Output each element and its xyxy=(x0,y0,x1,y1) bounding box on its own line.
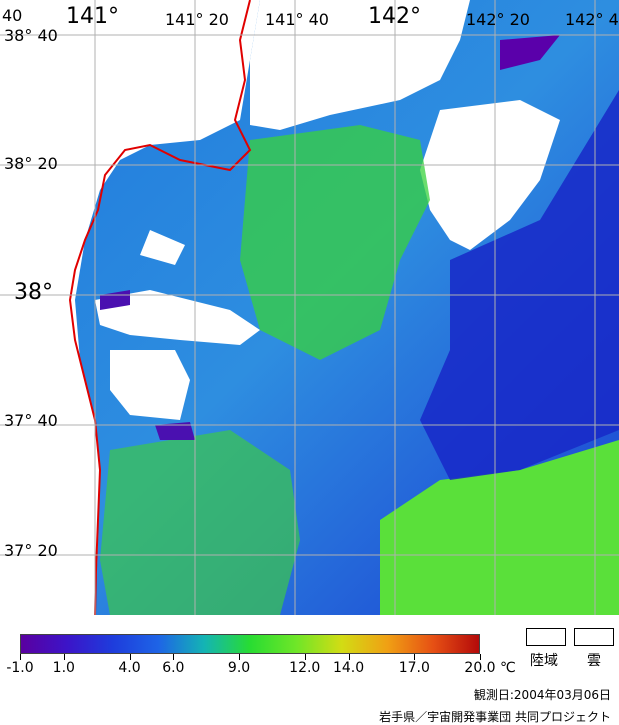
lat-label-38: 38° xyxy=(14,280,53,305)
colorbar-tick xyxy=(304,654,306,660)
lon-label-142-20: 142° 20 xyxy=(466,10,530,29)
colorbar-tick-label: 1.0 xyxy=(52,660,75,676)
temperature-unit: ℃ xyxy=(500,660,516,676)
colorbar-tick-label: 9.0 xyxy=(227,660,251,676)
sst-patch-darkblue xyxy=(420,90,619,480)
cloud-area-mid xyxy=(95,290,260,345)
lat-label-37-40: 37° 40 xyxy=(4,411,58,430)
colorbar-tick-label: 20.0 xyxy=(464,660,496,676)
colorbar-tick-label: 12.0 xyxy=(289,660,321,676)
colorbar-tick xyxy=(348,654,350,660)
graticule xyxy=(0,0,619,615)
temperature-colorbar xyxy=(20,634,480,654)
sst-patch-purple-mid xyxy=(155,422,195,440)
sst-patch-green-center xyxy=(240,125,430,360)
corner-label: 40 xyxy=(2,6,23,25)
lat-label-37-20: 37° 20 xyxy=(4,541,58,560)
lat-label-38-20: 38° 20 xyxy=(4,154,58,173)
colorbar-tick xyxy=(20,654,21,660)
colorbar-tick-label: 14.0 xyxy=(332,660,365,676)
credit-text: 岩手県／宇宙開発事業団 共同プロジェクト xyxy=(379,710,611,724)
cloud-legend-label: 雲 xyxy=(587,653,601,669)
lat-label-38-40: 38° 40 xyxy=(4,26,58,45)
cloud-area-right xyxy=(420,100,560,250)
sst-patch-purple-top xyxy=(500,35,560,70)
lon-label-142: 142° xyxy=(368,4,421,29)
cloud-area-top xyxy=(250,0,470,130)
cloud-area-left xyxy=(110,350,190,420)
lon-label-141-20: 141° 20 xyxy=(165,10,229,29)
land-legend-swatch xyxy=(526,628,566,646)
land-area xyxy=(0,0,260,615)
colorbar-tick xyxy=(129,654,131,660)
colorbar-tick xyxy=(173,654,175,660)
colorbar-tick-label: 4.0 xyxy=(118,660,141,676)
colorbar-tick-label: 17.0 xyxy=(398,660,430,676)
cloud-area-mid2 xyxy=(140,230,185,265)
colorbar-tick xyxy=(63,654,65,660)
land-legend-label: 陸域 xyxy=(530,653,558,669)
sst-patch-green-left xyxy=(100,430,300,615)
colorbar-tick xyxy=(414,654,416,660)
cloud-legend-swatch xyxy=(574,628,614,646)
coastline xyxy=(68,0,252,615)
colorbar-tick xyxy=(480,654,481,660)
sst-map xyxy=(0,0,619,615)
observation-date: 観測日:2004年03月06日 xyxy=(473,688,611,702)
lon-label-141: 141° xyxy=(66,4,119,29)
sst-patch-green-right xyxy=(380,440,619,615)
colorbar-tick-label: -1.0 xyxy=(6,660,34,676)
lon-label-141-40: 141° 40 xyxy=(265,10,329,29)
colorbar-tick-label: 6.0 xyxy=(162,660,185,676)
lon-label-142-40: 142° 4 xyxy=(565,10,619,29)
colorbar-tick xyxy=(239,654,241,660)
